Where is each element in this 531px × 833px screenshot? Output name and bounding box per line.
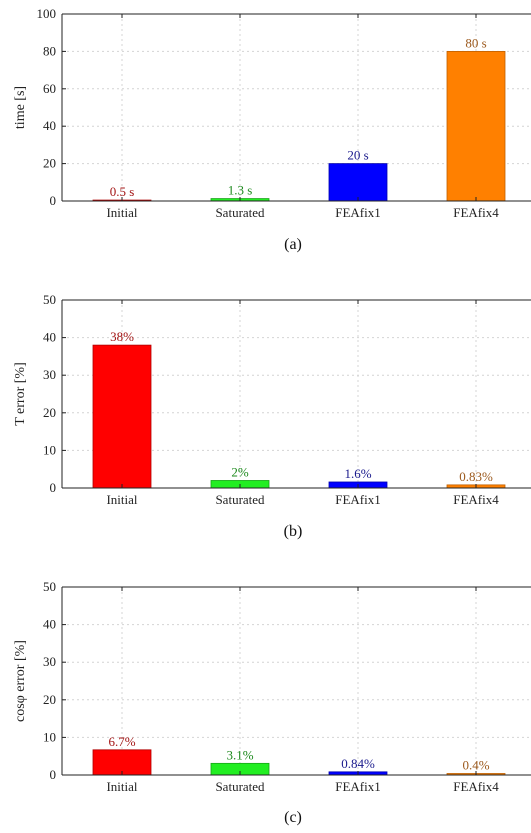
data-label: 38% <box>110 329 134 344</box>
y-tick-label: 20 <box>43 405 56 420</box>
y-tick-label: 80 <box>43 43 56 58</box>
x-tick-label: Saturated <box>215 492 265 507</box>
x-tick-label: Initial <box>106 492 137 507</box>
y-tick-label: 30 <box>43 367 56 382</box>
bar-initial <box>92 344 152 489</box>
x-tick-label: FEAfix1 <box>335 492 381 507</box>
x-tick-label: FEAfix1 <box>335 779 381 794</box>
caption: (c) <box>284 809 302 826</box>
y-axis-label: time [s] <box>13 86 28 129</box>
x-tick-label: Saturated <box>215 205 265 220</box>
bar-feafix1 <box>328 163 388 202</box>
data-label: 2% <box>231 464 249 479</box>
data-label: 20 s <box>347 148 368 163</box>
data-label: 0.4% <box>462 757 489 772</box>
y-axis-label: T error [%] <box>13 362 28 426</box>
y-tick-label: 50 <box>43 579 56 594</box>
x-tick-label: Initial <box>106 205 137 220</box>
y-tick-label: 20 <box>43 692 56 707</box>
data-label: 0.84% <box>341 756 375 771</box>
y-tick-label: 0 <box>50 193 57 208</box>
chart-panel-2: 38% 2% 1.6% 0.83% 0 10 20 30 40 50 Initial Saturate… <box>13 292 531 540</box>
y-tick-label: 40 <box>43 617 56 632</box>
data-label: 1.3 s <box>228 183 253 198</box>
chart-panel-3: 6.7% 3.1% 0.84% 0.4% 0 10 20 30 40 50 Initial Satur… <box>13 579 531 826</box>
x-tick-label: FEAfix4 <box>453 492 499 507</box>
y-tick-label: 10 <box>43 442 56 457</box>
x-tick-label: Initial <box>106 779 137 794</box>
caption: (b) <box>284 523 303 540</box>
y-tick-label: 0 <box>50 480 57 495</box>
x-tick-label: FEAfix4 <box>453 205 499 220</box>
data-label: 3.1% <box>226 747 253 762</box>
y-tick-label: 40 <box>43 330 56 345</box>
y-tick-label: 20 <box>43 156 56 171</box>
x-tick-label: FEAfix4 <box>453 779 499 794</box>
y-tick-label: 60 <box>43 81 56 96</box>
y-tick-label: 30 <box>43 654 56 669</box>
x-tick-label: FEAfix1 <box>335 205 381 220</box>
data-label: 0.83% <box>459 469 493 484</box>
bar-initial <box>92 749 152 776</box>
y-axis-label: cosφ error [%] <box>13 640 28 722</box>
y-tick-label: 0 <box>50 767 57 782</box>
data-label: 0.5 s <box>110 184 135 199</box>
bar-feafix4 <box>446 51 506 202</box>
y-tick-label: 40 <box>43 118 56 133</box>
y-tick-label: 10 <box>43 729 56 744</box>
chart-panel-1: 0.5 s 1.3 s 20 s 80 s 0 20 40 60 80 100 Initial Sat… <box>13 6 531 253</box>
x-tick-label: Saturated <box>215 779 265 794</box>
caption: (a) <box>284 236 302 253</box>
data-label: 6.7% <box>108 734 135 749</box>
y-tick-label: 50 <box>43 292 56 307</box>
data-label: 1.6% <box>344 466 371 481</box>
data-label: 80 s <box>465 35 486 50</box>
y-tick-label: 100 <box>37 6 57 21</box>
